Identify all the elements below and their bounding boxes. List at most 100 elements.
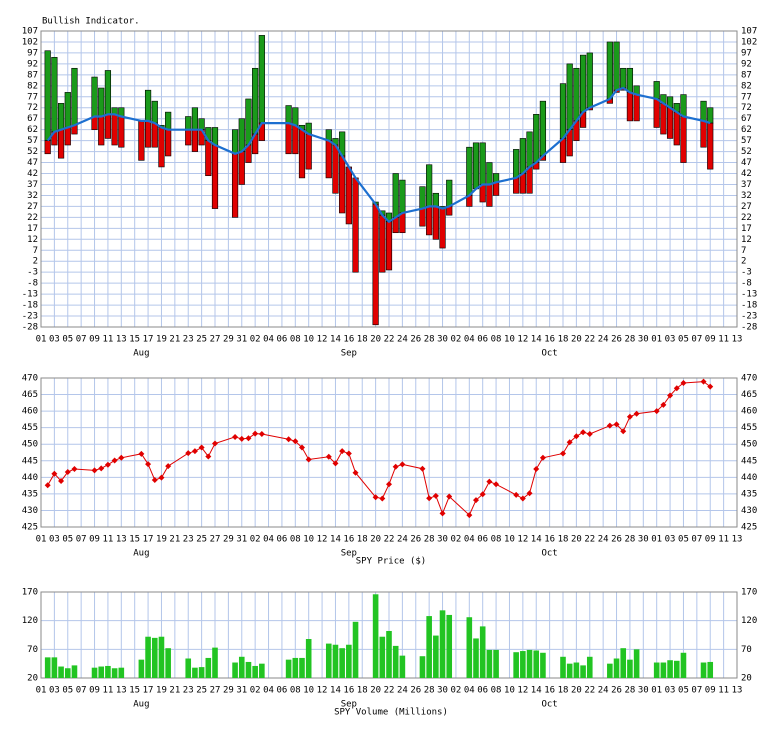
x-tick-label: 27 <box>210 535 221 545</box>
down-bar <box>111 114 118 146</box>
volume-bar <box>386 630 392 678</box>
up-bar <box>680 94 687 117</box>
y-tick-label: 445 <box>22 456 38 466</box>
price-marker <box>332 460 339 467</box>
x-tick-label: 01 <box>36 335 47 345</box>
x-tick-label: 24 <box>397 535 408 545</box>
x-tick-label: 26 <box>611 335 622 345</box>
down-bar <box>44 140 51 155</box>
x-tick-label: 17 <box>143 686 154 696</box>
y-tick-label: 22 <box>741 213 752 223</box>
x-tick-label: 04 <box>464 535 475 545</box>
volume-bar <box>58 666 64 678</box>
price-marker <box>292 438 299 445</box>
x-tick-label: 30 <box>437 535 448 545</box>
x-tick-label: 09 <box>705 686 716 696</box>
x-tick-label: 11 <box>103 335 114 345</box>
up-bar <box>486 162 493 185</box>
y-tick-label: -23 <box>22 312 38 322</box>
up-bar <box>472 142 480 190</box>
x-tick-label: 24 <box>598 335 609 345</box>
y-tick-label: 12 <box>27 235 38 245</box>
down-bar <box>379 214 386 273</box>
volume-bar <box>580 665 586 678</box>
x-tick-label: 21 <box>169 335 180 345</box>
x-tick-label: 25 <box>196 686 207 696</box>
up-bar <box>104 70 112 115</box>
y-tick-label: 52 <box>27 147 38 157</box>
price-marker <box>513 491 520 498</box>
up-bar <box>533 114 540 163</box>
x-tick-label: 09 <box>89 686 100 696</box>
x-tick-label: 11 <box>103 535 114 545</box>
up-bar <box>653 81 660 100</box>
up-bar <box>566 63 573 130</box>
up-bar <box>211 127 219 146</box>
up-bar <box>620 67 627 89</box>
x-tick-label: 23 <box>183 686 194 696</box>
price-marker <box>466 512 473 519</box>
up-bar <box>573 67 580 122</box>
down-bar <box>486 184 493 207</box>
x-tick-label: 08 <box>290 335 301 345</box>
volume-bar <box>238 656 245 678</box>
up-bar <box>44 50 51 141</box>
price-marker <box>653 408 660 415</box>
volume-bar <box>379 636 386 678</box>
x-tick-label: 21 <box>169 686 180 696</box>
x-tick-label: 05 <box>62 535 73 545</box>
volume-bar <box>673 660 680 678</box>
price-marker <box>91 467 98 474</box>
price-marker <box>486 478 493 485</box>
up-bar <box>51 57 58 133</box>
x-tick-label: 14 <box>531 535 542 545</box>
up-bar <box>165 111 172 130</box>
price-marker <box>392 463 399 470</box>
month-label: Oct <box>541 700 557 710</box>
y-tick-label: 72 <box>27 103 38 113</box>
x-tick-label: 02 <box>250 686 261 696</box>
price-marker <box>58 477 65 484</box>
up-bar <box>466 146 473 196</box>
down-bar <box>439 208 446 249</box>
y-tick-label: 17 <box>27 224 38 234</box>
y-tick-label: 37 <box>741 180 752 190</box>
month-label: Aug <box>133 549 149 559</box>
price-marker <box>305 456 312 463</box>
x-tick-label: 09 <box>705 535 716 545</box>
x-tick-label: 09 <box>89 535 100 545</box>
y-tick-label: 450 <box>22 440 38 450</box>
volume-bar <box>158 636 165 678</box>
x-tick-label: 03 <box>49 686 60 696</box>
x-tick-label: 03 <box>49 335 60 345</box>
x-tick-label: 04 <box>263 535 274 545</box>
down-bar <box>680 116 687 163</box>
x-tick-label: 30 <box>638 686 649 696</box>
x-tick-label: 07 <box>691 686 702 696</box>
x-tick-label: 18 <box>357 335 368 345</box>
price-marker <box>191 448 198 455</box>
volume-bar <box>653 662 660 678</box>
plot-frame <box>40 377 738 528</box>
x-tick-label: 30 <box>638 335 649 345</box>
price-marker <box>660 401 667 408</box>
x-tick-label: 06 <box>477 686 488 696</box>
price-marker <box>446 493 453 500</box>
y-tick-label: 430 <box>22 506 38 516</box>
y-tick-label: 87 <box>741 70 752 80</box>
down-bar <box>432 206 439 240</box>
volume-bar <box>426 616 432 678</box>
y-tick-label: 57 <box>741 136 752 146</box>
y-tick-label: 107 <box>741 27 757 37</box>
price-marker <box>613 421 620 428</box>
up-bar <box>700 100 707 122</box>
volume-bar <box>660 662 667 678</box>
x-tick-label: 13 <box>116 535 127 545</box>
up-bar <box>185 116 192 130</box>
volume-bar <box>433 635 439 678</box>
y-tick-label: 425 <box>741 523 757 533</box>
y-tick-label: 77 <box>741 92 752 102</box>
price-marker <box>580 429 587 436</box>
x-tick-label: 30 <box>437 686 448 696</box>
up-bar <box>285 105 292 124</box>
